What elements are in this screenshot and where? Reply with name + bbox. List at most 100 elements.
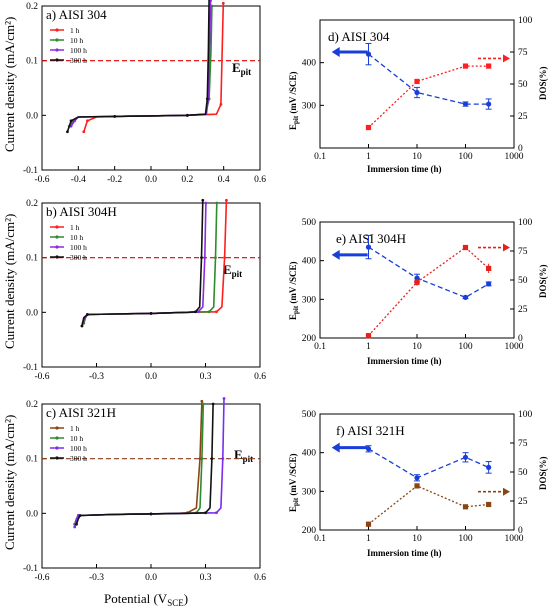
data-point [209,0,212,2]
y2-tick-label: 0 [518,334,523,344]
x-tick-label: 0.0 [145,372,157,382]
dos-point [414,483,420,489]
series-line-300h [81,200,204,327]
y2-tick-label: 50 [518,276,528,286]
legend-label: 100 h [70,444,87,453]
y2-tick-label: 100 [518,410,533,420]
y-tick-label: 0.2 [26,199,38,209]
epit-point [462,294,469,300]
panel-e-title: e) AISI 304H [336,231,406,246]
data-point [210,457,214,461]
x-tick-label: 100 [458,152,473,162]
epit-point [462,101,469,107]
right-axis-arrow-head [503,487,510,496]
data-point [215,310,218,314]
x-tick-label: 1 [366,342,371,352]
y-tick-label: 0.1 [26,455,38,465]
panel-e-ylabel-right: DOS(%) [538,264,548,298]
x-tick-label: 1000 [505,534,524,544]
data-point [75,522,78,526]
panel-b: b) AISI 304H Current density (mA/cm²) Ep… [2,198,266,382]
data-point [223,256,226,260]
y-tick-label: 500 [302,410,317,420]
x-tick-label: 1 [366,152,371,162]
panel-e-ylabel: Epit (mV /SCE) [288,261,300,320]
panel-b-plot: -0.6 -0.3 0.0 0.3 0.6 -0.1 0.0 0.1 0.2 1 h10 h100… [23,198,266,382]
data-point [66,130,69,134]
series-line-10h [83,202,218,324]
legend-marker [55,225,59,229]
y2-tick-label: 25 [518,305,528,315]
y-tick-label: 0.2 [26,400,38,410]
series-line-300h [66,0,210,132]
x-tick-label: 10 [412,534,422,544]
legend-label: 1 h [70,26,80,35]
x-tick-label: 0.4 [218,175,230,185]
legend-label: 1 h [70,424,80,433]
y-tick-label: 400 [302,257,317,267]
data-point [200,256,203,260]
dos-point [462,504,469,510]
data-point [222,397,226,400]
data-point [80,324,84,328]
data-point [207,310,211,314]
dos-point [414,279,420,285]
y-tick-label: -0.1 [23,363,38,373]
data-point [215,511,218,515]
dos-series-line [368,246,490,337]
y2-tick-label: 100 [518,218,533,228]
x-tick-label: 100 [458,534,473,544]
epit-point [365,244,372,250]
y2-tick-label: 75 [518,247,528,257]
data-point [215,201,219,205]
data-point [214,256,217,260]
panel-e-plot: 0.1 1 10 100 1000 200 300 400 500 0 25 50 75 100 [302,218,533,352]
legend-marker [55,426,59,430]
y2-tick-label: 0 [518,144,523,154]
legend-label: 300 h [70,454,87,463]
data-point [149,312,153,315]
legend-marker [55,456,59,460]
y-tick-label: 400 [302,449,317,459]
y2-tick-label: 100 [518,16,533,26]
data-point [205,97,209,101]
panel-b-epit-label: Epit [223,262,242,279]
left-axis-arrow-head [331,47,340,57]
series-line-300h [75,403,214,525]
data-point [113,115,117,118]
panel-e-xlabel: Immersion time (h) [367,356,441,366]
x-tick-label: 100 [458,342,473,352]
x-tick-label: 0.1 [314,534,326,544]
legend-marker [55,245,59,249]
x-tick-label: 0.6 [254,372,266,382]
right-axis-arrow-head [503,243,510,252]
epit-point [414,89,420,96]
data-point [211,402,215,406]
y2-tick-label: 50 [518,80,528,90]
dos-point [414,78,420,85]
data-point [221,457,225,461]
y-tick-label: -0.1 [23,166,38,176]
panel-c-title: c) AISI 321H [46,405,116,420]
data-point [219,103,223,106]
series-line-10h [73,403,205,525]
legend-marker [55,48,59,52]
legend-label: 100 h [70,46,87,55]
panel-c: c) AISI 321H Current density (mA/cm²) Ep… [2,397,266,583]
y-tick-label: 300 [302,295,317,305]
y-tick-label: 0.1 [26,254,38,264]
x-tick-label: -0.6 [34,175,49,185]
legend-marker [55,38,59,42]
data-point [86,313,89,316]
y2-tick-label: 75 [518,439,528,449]
y-tick-label: 0.2 [26,2,38,12]
x-axis-label: Potential (VSCE) [104,591,188,608]
y2-tick-label: 75 [518,48,528,58]
epit-series-line [368,53,489,105]
panel-d-plot: 0.1 1 10 100 1000 300 400 0 25 50 75 100 [302,16,533,162]
panel-f-title: f) AISI 321H [336,423,405,438]
y-tick-label: 0.1 [26,57,38,67]
legend-marker [55,446,59,450]
legend-label: 300 h [70,56,87,65]
